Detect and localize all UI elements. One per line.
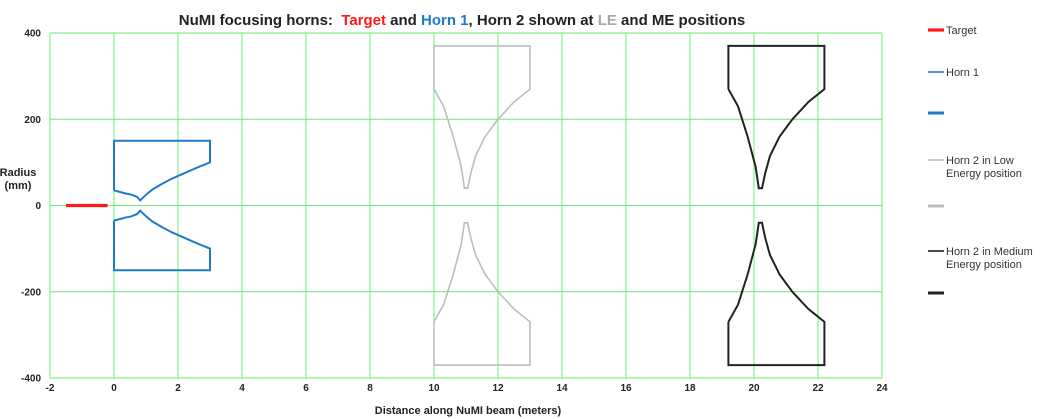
- y-tick-label: 400: [24, 29, 41, 40]
- x-tick-label: 14: [556, 383, 568, 394]
- legend-label: Horn 2 in Low Energy position: [946, 155, 1022, 180]
- gridlines: [49, 32, 883, 379]
- title-part-2: and: [386, 12, 421, 29]
- legend-label: Horn 2 in Medium Energy position: [946, 246, 1033, 271]
- x-tick-label: 12: [492, 383, 504, 394]
- x-tick-label: 4: [239, 383, 245, 394]
- chart-title: NuMI focusing horns: Target and Horn 1, …: [179, 12, 745, 29]
- y-tick-label: -400: [21, 374, 41, 385]
- title-part-3: Horn 1: [421, 12, 469, 29]
- y-tick-label: 200: [24, 115, 41, 126]
- series-horn2-le: [433, 45, 531, 366]
- x-tick-label: 6: [303, 383, 309, 394]
- x-tick-label: 22: [812, 383, 824, 394]
- series-horn2-me-segment-0: [727, 44, 826, 190]
- y-axis-label-line: (mm): [5, 180, 32, 192]
- legend: Target Horn 1 Horn 2 in Low Energy position…: [928, 25, 1033, 295]
- x-tick-label: 2: [175, 383, 181, 394]
- title-part-5: LE: [598, 12, 617, 29]
- x-tick-label: 0: [111, 383, 117, 394]
- legend-item-horn1: Horn 1: [928, 67, 979, 79]
- x-tick-label: 16: [620, 383, 632, 394]
- title-part-6: and ME positions: [617, 12, 745, 29]
- legend-item-target: Target: [928, 25, 977, 37]
- x-tick-label: 24: [876, 383, 888, 394]
- x-tick-label: -2: [46, 383, 55, 394]
- legend-label: Target: [946, 25, 977, 37]
- series-horn2-le-segment-0: [433, 45, 531, 189]
- x-tick-label: 10: [428, 383, 440, 394]
- x-tick-label: 18: [684, 383, 696, 394]
- plot-series: [66, 44, 826, 367]
- legend-item-horn2-le: Horn 2 in Low Energy position: [928, 155, 1022, 180]
- title-part-0: NuMI focusing horns:: [179, 12, 342, 29]
- series-horn2-me: [727, 44, 826, 367]
- y-axis-label: Radius (mm): [0, 167, 36, 192]
- y-tick-label: -200: [21, 287, 41, 298]
- title-part-1: Target: [341, 12, 386, 29]
- x-tick-label: 20: [748, 383, 760, 394]
- series-horn2-me-segment-1: [727, 221, 826, 367]
- series-horn1: [113, 139, 211, 272]
- y-axis-label-line: Radius: [0, 167, 36, 179]
- x-tick-label: 8: [367, 383, 373, 394]
- series-horn2-le-segment-1: [433, 222, 531, 366]
- series-horn1-segment-1: [113, 209, 211, 272]
- legend-item-horn2-me: Horn 2 in Medium Energy position: [928, 246, 1033, 271]
- legend-label: Horn 1: [946, 67, 979, 79]
- x-axis-label: Distance along NuMI beam (meters): [375, 405, 562, 417]
- title-part-4: , Horn 2 shown at: [469, 12, 598, 29]
- y-tick-label: 0: [35, 201, 41, 212]
- series-horn1-segment-0: [113, 139, 211, 202]
